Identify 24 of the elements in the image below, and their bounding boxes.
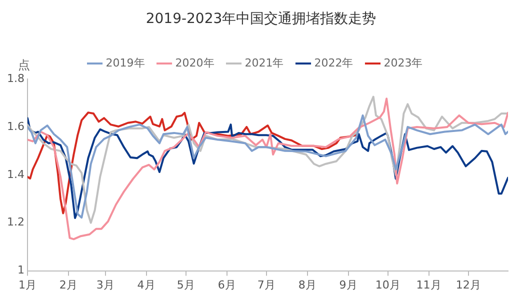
legend-label: 2021年 (244, 56, 284, 70)
legend-label: 2019年 (106, 56, 145, 70)
x-tick-label: 10月 (375, 278, 400, 292)
x-tick-label: 1月 (18, 278, 36, 292)
x-tick-label: 11月 (416, 278, 442, 292)
y-axis-title: 点 (18, 58, 30, 72)
y-tick-label: 1.6 (6, 120, 24, 133)
x-tick-label: 2月 (59, 278, 78, 292)
x-tick-label: 5月 (176, 278, 195, 292)
x-tick-label: 12月 (456, 278, 481, 292)
legend-label: 2022年 (314, 56, 354, 70)
legend-label: 2023年 (384, 56, 423, 70)
x-tick-label: 9月 (339, 278, 358, 292)
chart-title: 2019-2023年中国交通拥堵指数走势 (144, 10, 378, 28)
legend-label: 2020年 (175, 56, 214, 70)
x-tick-label: 4月 (137, 278, 156, 292)
y-tick-label: 1 (17, 264, 24, 277)
y-tick-label: 1.2 (6, 216, 24, 229)
x-tick-label: 6月 (218, 278, 236, 292)
y-tick-label: 1.4 (6, 168, 24, 181)
y-tick-label: 1.8 (6, 72, 24, 85)
x-tick-label: 7月 (257, 278, 276, 292)
x-tick-label: 3月 (96, 278, 114, 292)
x-tick-label: 8月 (298, 278, 316, 292)
